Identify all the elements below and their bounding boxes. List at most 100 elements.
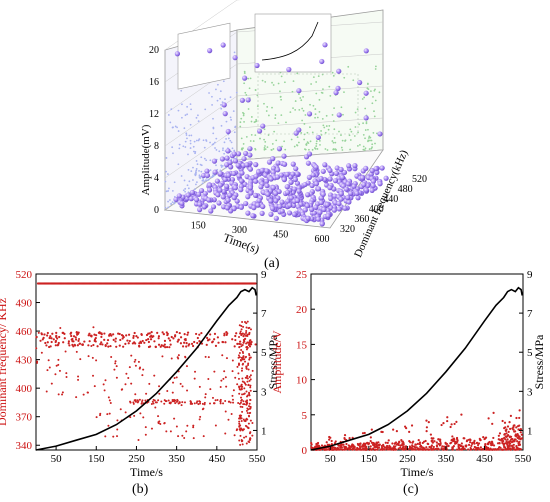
b-point	[214, 424, 217, 427]
b-point	[248, 357, 251, 360]
c-point	[339, 446, 342, 449]
bubble-point	[235, 151, 242, 157]
c-point	[515, 433, 518, 436]
b-point	[207, 338, 210, 342]
b-point	[100, 341, 103, 344]
bubble-point	[189, 189, 196, 196]
b-point	[153, 374, 156, 377]
bubble-point	[306, 151, 313, 157]
c-point	[415, 446, 418, 449]
bubble-point	[370, 182, 376, 189]
bubble-point	[219, 156, 226, 162]
bubble-point	[197, 201, 203, 207]
c-y-tick-label: 0	[302, 445, 308, 457]
b-point	[249, 437, 252, 440]
bubble-point	[331, 186, 337, 192]
c-point	[328, 438, 331, 441]
bubble-point	[320, 168, 326, 174]
c-point	[519, 448, 522, 451]
bubble-point	[287, 202, 293, 208]
b-point	[116, 428, 119, 431]
bubble-point	[279, 199, 285, 205]
b-point	[124, 383, 127, 386]
bubble-point	[343, 186, 349, 192]
bubble-point	[217, 182, 223, 188]
c-point	[517, 437, 521, 440]
bubble-point	[250, 213, 256, 219]
b-point	[209, 333, 212, 336]
c-point	[369, 445, 372, 448]
c-point	[500, 448, 503, 451]
c-point	[435, 447, 439, 451]
c-point	[398, 440, 401, 443]
b-point	[108, 399, 111, 402]
bubble-point	[313, 204, 319, 210]
c-point	[370, 448, 374, 451]
bubble-point	[266, 159, 273, 165]
b-point	[180, 404, 183, 407]
bubble-point	[284, 184, 290, 190]
c-point	[440, 423, 443, 427]
b-point	[96, 345, 99, 348]
c-point	[432, 445, 435, 449]
b-point	[216, 336, 219, 339]
b-point	[247, 383, 250, 386]
bubble-point	[244, 162, 250, 168]
bubble-point	[294, 171, 300, 177]
bubble-point	[324, 202, 330, 208]
bubble-point	[245, 194, 251, 200]
c-point	[340, 446, 344, 449]
b-point	[198, 333, 201, 336]
b-point	[134, 358, 137, 361]
b-point	[118, 344, 121, 347]
c-point	[447, 444, 450, 447]
b-point	[163, 343, 166, 346]
b-point	[248, 358, 251, 361]
b-point	[192, 426, 195, 429]
b-point	[103, 389, 106, 392]
b-point	[113, 368, 116, 371]
c-point	[477, 442, 481, 445]
b-point	[82, 393, 85, 396]
b-point	[249, 386, 252, 389]
b-point	[238, 342, 241, 345]
b-point	[211, 396, 214, 399]
b-point	[132, 334, 135, 338]
b-point	[241, 321, 244, 324]
c-point	[411, 444, 414, 447]
panel-c-stress-curve	[310, 286, 523, 451]
b-point	[95, 334, 98, 337]
panel-a-z-label: Amplitude(mV)	[140, 124, 152, 195]
b-point	[186, 333, 189, 336]
c-point	[505, 435, 508, 438]
b-point	[244, 360, 247, 363]
bubble-point	[260, 203, 266, 210]
c-point	[395, 430, 398, 433]
b-point	[132, 336, 135, 339]
b-point	[203, 403, 206, 406]
bubble-point	[338, 196, 344, 202]
b-point	[157, 343, 161, 346]
c-point	[501, 441, 504, 444]
b-point	[186, 331, 190, 334]
c-point	[519, 438, 522, 441]
bubble-point	[243, 200, 249, 207]
b-y-tick-label: 400	[16, 383, 33, 395]
c-point	[506, 441, 510, 444]
c-point	[457, 446, 461, 450]
b-point	[140, 341, 143, 344]
c-point	[428, 445, 431, 449]
b-point	[104, 379, 107, 382]
c-point	[454, 440, 457, 444]
b-point	[72, 335, 76, 338]
b-point	[239, 405, 242, 408]
b-point	[52, 338, 55, 341]
c-point	[442, 448, 445, 451]
b-point	[237, 372, 240, 375]
b-point	[224, 432, 227, 435]
b-point	[171, 400, 174, 403]
b-point	[244, 382, 247, 385]
c-point	[453, 422, 456, 426]
bubble-point	[351, 183, 357, 189]
bubble-point	[341, 169, 348, 176]
